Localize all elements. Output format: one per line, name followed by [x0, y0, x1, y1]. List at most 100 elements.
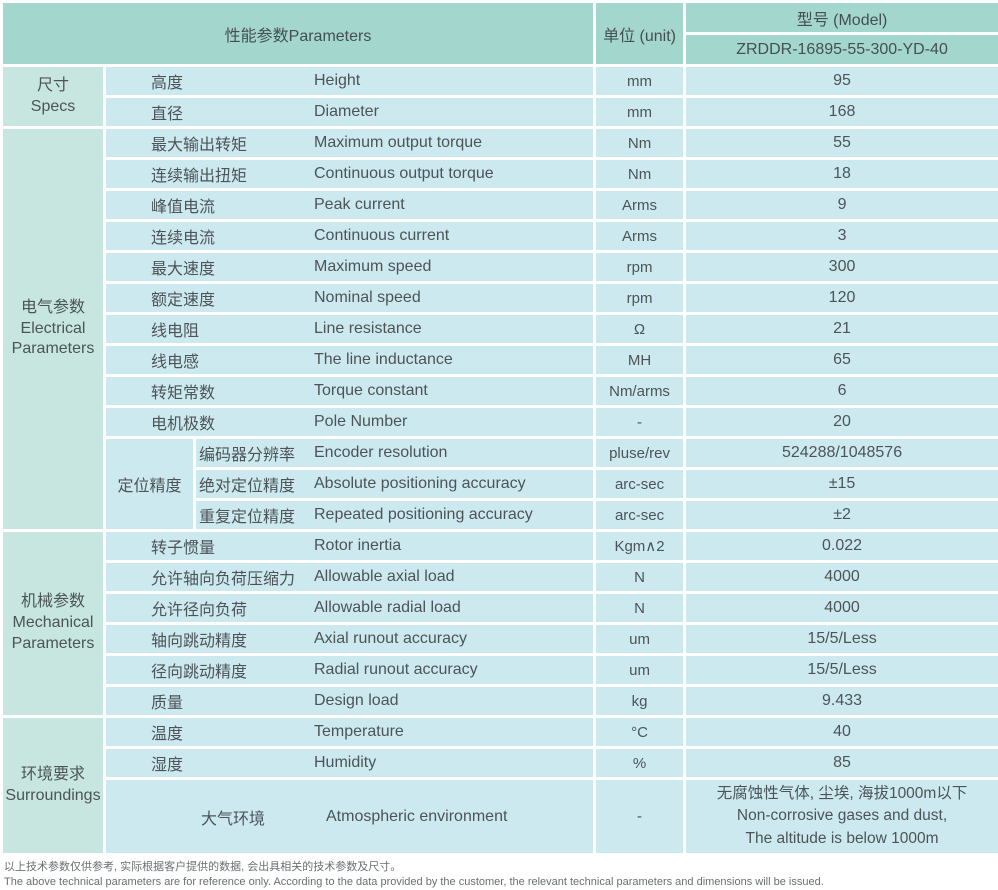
- unit-cell: rpm: [595, 283, 685, 314]
- group-cell-surroundings: 环境要求 Surroundings: [2, 717, 105, 855]
- param-label-zh: 线电感: [151, 348, 314, 372]
- spec-table: 性能参数Parameters 单位 (unit) 型号 (Model) ZRDD…: [0, 0, 998, 856]
- param-label-zh: 转子惯量: [151, 534, 314, 558]
- param-label-zh: 大气环境: [201, 805, 326, 829]
- param-label-en: Nominal speed: [314, 289, 593, 307]
- unit-cell: Ω: [595, 314, 685, 345]
- param-label-zh: 允许径向负荷: [151, 596, 314, 620]
- unit-cell: Nm: [595, 128, 685, 159]
- param-label-en: Allowable axial load: [314, 568, 593, 586]
- value-cell: 4000: [685, 593, 998, 624]
- param-label-en: Line resistance: [314, 320, 593, 338]
- unit-cell: N: [595, 562, 685, 593]
- param-label-zh: 直径: [151, 100, 314, 124]
- param-label-en: Diameter: [314, 103, 593, 121]
- unit-cell: Nm: [595, 159, 685, 190]
- param-label-zh: 转矩常数: [151, 379, 314, 403]
- param-label-zh: 高度: [151, 69, 314, 93]
- param-label-en: Pole Number: [314, 413, 593, 431]
- value-cell: 3: [685, 221, 998, 252]
- value-cell: ±2: [685, 500, 998, 531]
- param-label-zh: 编码器分辨率: [199, 441, 314, 465]
- footer-notes: 以上技术参数仅供参考, 实际根据客户提供的数据, 会出具相关的技术参数及尺寸。 …: [0, 856, 998, 890]
- param-label-zh: 温度: [151, 720, 314, 744]
- param-label-en: Design load: [314, 692, 593, 710]
- value-cell: 9.433: [685, 686, 998, 717]
- value-cell: 20: [685, 407, 998, 438]
- unit-cell: arc-sec: [595, 469, 685, 500]
- param-label-en: Humidity: [314, 754, 593, 772]
- value-cell: 0.022: [685, 531, 998, 562]
- value-cell: 21: [685, 314, 998, 345]
- param-label-en: Rotor inertia: [314, 537, 593, 555]
- param-label-zh: 线电阻: [151, 317, 314, 341]
- value-cell: 120: [685, 283, 998, 314]
- unit-cell: Nm/arms: [595, 376, 685, 407]
- param-label-zh: 径向跳动精度: [151, 658, 314, 682]
- value-cell: 40: [685, 717, 998, 748]
- value-cell: 55: [685, 128, 998, 159]
- header-model-value: ZRDDR-16895-55-300-YD-40: [685, 34, 998, 66]
- value-cell: 15/5/Less: [685, 655, 998, 686]
- unit-cell: rpm: [595, 252, 685, 283]
- header-unit: 单位 (unit): [595, 2, 685, 66]
- unit-cell: um: [595, 655, 685, 686]
- value-cell: 95: [685, 66, 998, 97]
- footer-note-en: The above technical parameters are for r…: [4, 875, 994, 890]
- param-label-zh: 连续电流: [151, 224, 314, 248]
- param-label-zh: 轴向跳动精度: [151, 627, 314, 651]
- group-cell-specs: 尺寸 Specs: [2, 66, 105, 128]
- param-label-en: Repeated positioning accuracy: [314, 506, 593, 524]
- param-label-zh: 质量: [151, 689, 314, 713]
- group-cell-electrical: 电气参数 Electrical Parameters: [2, 128, 105, 531]
- unit-cell: mm: [595, 66, 685, 97]
- param-label-zh: 最大输出转矩: [151, 131, 314, 155]
- param-label-en: Height: [314, 72, 593, 90]
- param-label-en: Radial runout accuracy: [314, 661, 593, 679]
- param-label-en: The line inductance: [314, 351, 593, 369]
- param-label-en: Temperature: [314, 723, 593, 741]
- param-label-zh: 绝对定位精度: [199, 472, 314, 496]
- unit-cell: um: [595, 624, 685, 655]
- unit-cell: kg: [595, 686, 685, 717]
- param-label-en: Peak current: [314, 196, 593, 214]
- value-cell: 85: [685, 748, 998, 779]
- unit-cell: °C: [595, 717, 685, 748]
- unit-cell: Arms: [595, 190, 685, 221]
- param-label-en: Maximum speed: [314, 258, 593, 276]
- param-label-en: Allowable radial load: [314, 599, 593, 617]
- param-label-en: Continuous current: [314, 227, 593, 245]
- param-label-zh: 电机极数: [151, 410, 314, 434]
- param-label-zh: 重复定位精度: [199, 503, 314, 527]
- param-label-en: Atmospheric environment: [326, 808, 593, 826]
- param-label-en: Torque constant: [314, 382, 593, 400]
- value-cell: 65: [685, 345, 998, 376]
